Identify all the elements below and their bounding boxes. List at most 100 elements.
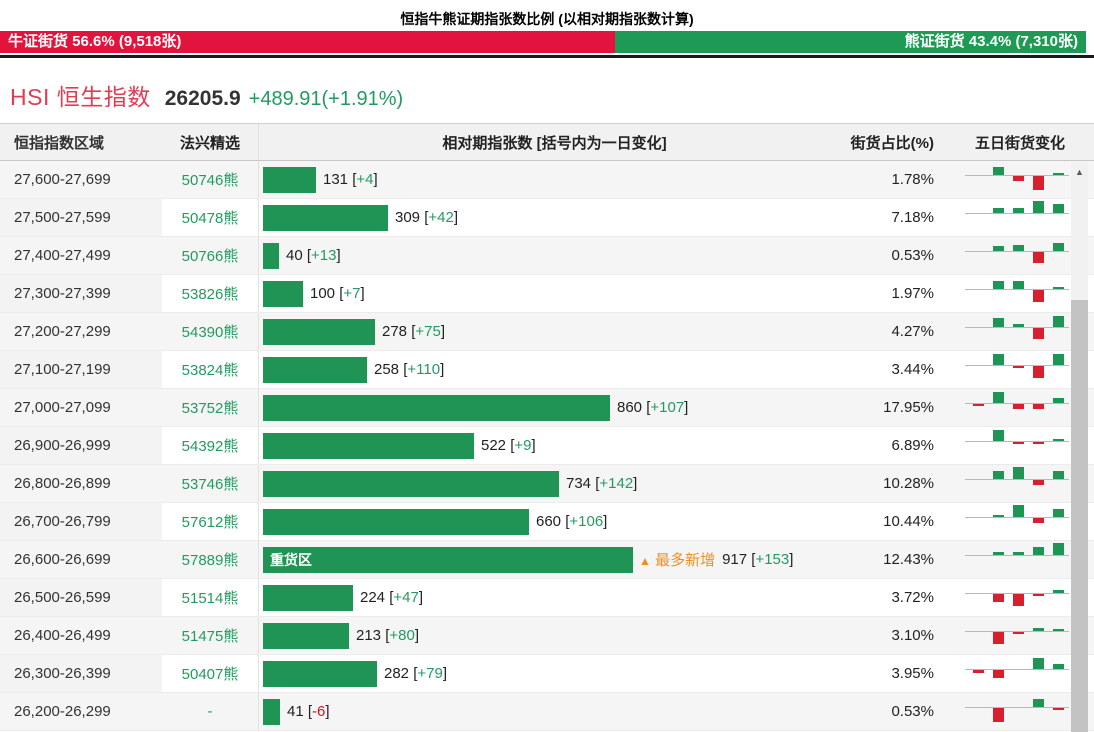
mini-bar-up xyxy=(1013,466,1024,479)
lots-value-label: 734 [+142] xyxy=(566,475,638,492)
five-day-chart-cell xyxy=(946,503,1094,540)
table-row[interactable]: 27,500-27,599 50478熊 309 [+42] 7.18% xyxy=(0,199,1094,237)
mini-bar-down xyxy=(993,631,1004,644)
warrant-code-link[interactable]: 54390熊 xyxy=(162,313,258,350)
five-day-chart-cell xyxy=(946,579,1094,616)
price-range-label: 26,800-26,899 xyxy=(0,465,162,502)
mini-bar-up xyxy=(1033,627,1044,631)
table-row[interactable]: 26,500-26,599 51514熊 224 [+47] 3.72% xyxy=(0,579,1094,617)
table-row[interactable]: 27,200-27,299 54390熊 278 [+75] 4.27% xyxy=(0,313,1094,351)
one-day-change: +13 xyxy=(311,247,337,264)
street-percent-value: 17.95% xyxy=(846,389,946,426)
mini-bar-down xyxy=(993,669,1004,678)
mini-bar-down xyxy=(1033,175,1044,190)
mini-bar-up xyxy=(1033,698,1044,707)
mini-bar-up xyxy=(993,470,1004,479)
five-day-chart-cell xyxy=(946,693,1094,730)
lots-value-label: 278 [+75] xyxy=(382,323,445,340)
warrant-code-link[interactable]: 53826熊 xyxy=(181,286,239,303)
warrant-code-link[interactable]: 51514熊 xyxy=(181,590,239,607)
warrant-code-link[interactable]: 51475熊 xyxy=(162,617,258,654)
mini-bar-up xyxy=(993,514,1004,517)
five-day-mini-chart xyxy=(965,237,1075,275)
table-row[interactable]: 26,400-26,499 51475熊 213 [+80] 3.10% xyxy=(0,617,1094,655)
five-day-mini-chart xyxy=(965,199,1075,237)
table-row[interactable]: 26,800-26,899 53746熊 734 [+142] 10.28% xyxy=(0,465,1094,503)
mini-bar-up xyxy=(1053,353,1064,365)
warrant-code-link[interactable]: 53824熊 xyxy=(181,362,239,379)
warrant-code-link[interactable]: 57612熊 xyxy=(181,514,239,531)
bull-bear-ratio-bar: 牛证街货 56.6% (9,518张) 熊证街货 43.4% (7,310张) xyxy=(0,31,1086,53)
warrant-code-link[interactable]: 50766熊 xyxy=(162,237,258,274)
warrant-code-link[interactable]: 50746熊 xyxy=(162,161,258,198)
mini-bar-down xyxy=(1013,175,1024,181)
mini-bar-up xyxy=(1013,323,1024,327)
volume-bar xyxy=(263,698,280,725)
warrant-code-link[interactable]: 54392熊 xyxy=(181,438,239,455)
price-range-label: 27,600-27,699 xyxy=(0,161,162,198)
table-row[interactable]: 26,600-26,699 57889熊 重货区 ▲ 最多新增 917 [+153] 12… xyxy=(0,541,1094,579)
warrant-code-link[interactable]: 57889熊 xyxy=(162,541,258,578)
lots-value-label: 282 [+79] xyxy=(384,665,447,682)
mini-bar-up xyxy=(1053,203,1064,213)
warrant-code-link[interactable]: 50407熊 xyxy=(181,666,239,683)
mini-bar-up xyxy=(993,551,1004,555)
header-sg-picks: 法兴精选 xyxy=(179,134,240,152)
table-header-row: 恒指指数区域 法兴精选 相对期指张数 [括号内为一日变化] 街货占比(%) 五日… xyxy=(0,123,1094,161)
table-row[interactable]: 27,400-27,499 50766熊 40 [+13] 0.53% xyxy=(0,237,1094,275)
table-row[interactable]: 26,700-26,799 57612熊 660 [+106] 10.44% xyxy=(0,503,1094,541)
relative-lots-cell: 41 [-6] xyxy=(258,693,846,730)
scrollbar[interactable]: ▲ xyxy=(1071,162,1088,732)
price-range-label: 27,100-27,199 xyxy=(0,351,162,388)
page-title: 恒指牛熊证期指张数比例 (以相对期指张数计算) xyxy=(400,11,694,27)
table-row[interactable]: 26,200-26,299- 41 [-6] 0.53% xyxy=(0,693,1094,731)
one-day-change: +142 xyxy=(599,475,634,492)
table-body: 27,600-27,699 50746熊 131 [+4] 1.78% 27,500-2… xyxy=(0,161,1094,731)
mini-bar-up xyxy=(993,353,1004,365)
five-day-mini-chart xyxy=(965,351,1075,389)
five-day-chart-cell xyxy=(946,465,1094,502)
table-row[interactable]: 27,100-27,199 53824熊 258 [+110] 3.44% xyxy=(0,351,1094,389)
street-percent-value: 12.43% xyxy=(846,541,946,578)
mini-bar-up xyxy=(1053,286,1064,289)
relative-lots-cell: 522 [+9] xyxy=(258,427,846,464)
mini-chart-baseline xyxy=(965,288,1069,290)
table-row[interactable]: 27,600-27,699 50746熊 131 [+4] 1.78% xyxy=(0,161,1094,199)
one-day-change: +9 xyxy=(514,437,532,454)
five-day-mini-chart xyxy=(965,617,1075,655)
lots-value-label: 213 [+80] xyxy=(356,627,419,644)
warrant-table: 恒指指数区域 法兴精选 相对期指张数 [括号内为一日变化] 街货占比(%) 五日… xyxy=(0,123,1094,732)
volume-bar xyxy=(263,432,474,459)
mini-chart-baseline xyxy=(965,250,1069,252)
mini-bar-up xyxy=(1053,542,1064,555)
five-day-chart-cell xyxy=(946,237,1094,274)
mini-bar-up xyxy=(1013,207,1024,213)
street-percent-value: 0.53% xyxy=(846,237,946,274)
mini-chart-baseline xyxy=(965,364,1069,366)
relative-lots-cell: 309 [+42] xyxy=(258,199,846,236)
warrant-code-link[interactable]: 50478熊 xyxy=(181,210,239,227)
price-range-label: 26,300-26,399 xyxy=(0,655,162,692)
warrant-code-link[interactable]: 53746熊 xyxy=(162,465,258,502)
warrant-code-link[interactable]: 53752熊 xyxy=(162,389,258,426)
bear-ratio-segment: 熊证街货 43.4% (7,310张) xyxy=(614,31,1086,53)
relative-lots-cell: 660 [+106] xyxy=(258,503,846,540)
scroll-up-icon[interactable]: ▲ xyxy=(1075,167,1084,177)
mini-chart-baseline xyxy=(965,402,1069,404)
header-index-range: 恒指指数区域 xyxy=(14,134,105,152)
mini-bar-up xyxy=(993,245,1004,251)
scrollbar-thumb[interactable] xyxy=(1071,300,1088,732)
street-percent-value: 10.44% xyxy=(883,513,934,530)
table-row[interactable]: 27,300-27,399 53826熊 100 [+7] 1.97% xyxy=(0,275,1094,313)
volume-bar xyxy=(263,356,367,383)
mini-chart-baseline xyxy=(965,706,1069,708)
mini-bar-down xyxy=(1033,479,1044,485)
lots-value-label: 660 [+106] xyxy=(536,513,608,530)
table-row[interactable]: 26,300-26,399 50407熊 282 [+79] 3.95% xyxy=(0,655,1094,693)
one-day-change: +47 xyxy=(393,589,419,606)
table-row[interactable]: 27,000-27,099 53752熊 860 [+107] 17.95% xyxy=(0,389,1094,427)
table-row[interactable]: 26,900-26,999 54392熊 522 [+9] 6.89% xyxy=(0,427,1094,465)
relative-lots-cell: 278 [+75] xyxy=(258,313,846,350)
volume-bar xyxy=(263,508,529,535)
five-day-mini-chart xyxy=(965,389,1075,427)
